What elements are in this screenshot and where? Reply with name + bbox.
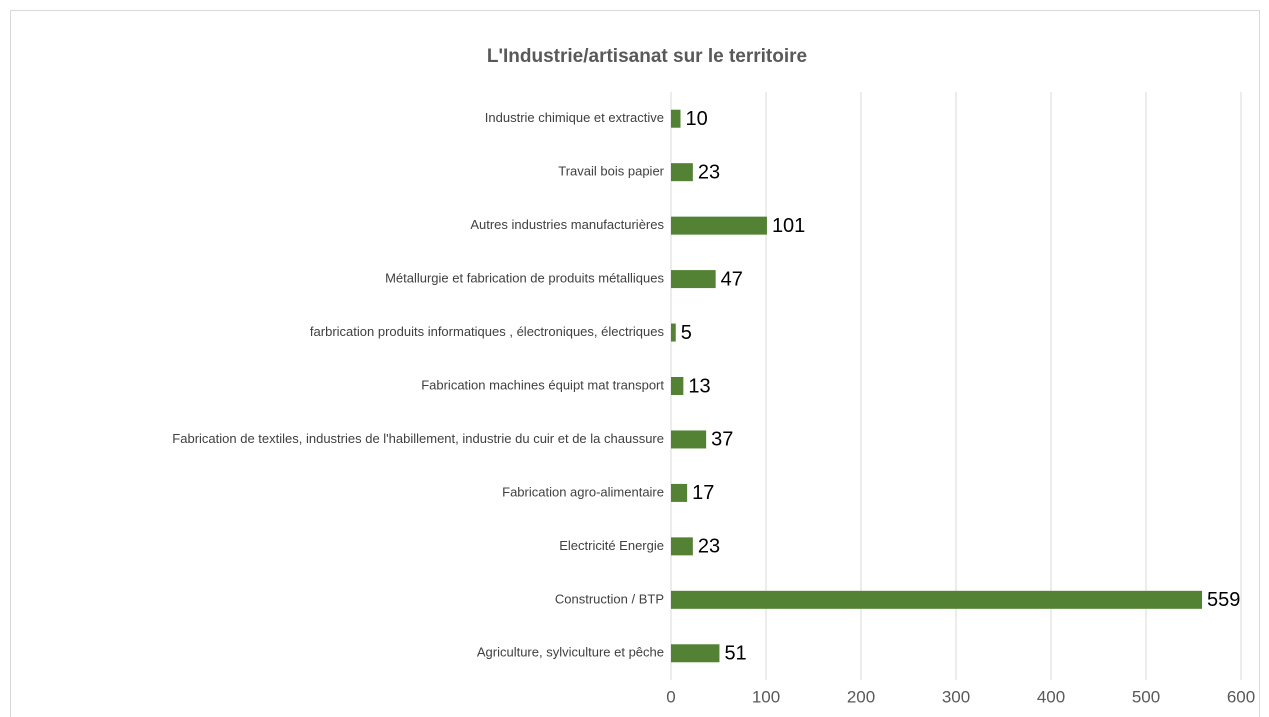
- value-label: 13: [688, 375, 710, 397]
- x-tick-label: 400: [1037, 687, 1065, 706]
- y-tick-label: Construction / BTP: [555, 591, 664, 606]
- y-tick-label: Autres industries manufacturières: [470, 217, 664, 232]
- bar: [671, 270, 716, 289]
- bar: [671, 323, 676, 342]
- value-label: 37: [711, 429, 733, 451]
- x-tick-label: 200: [847, 687, 875, 706]
- bar: [671, 430, 707, 449]
- bar: [671, 216, 767, 235]
- chart-title: L'Industrie/artisanat sur le territoire: [487, 46, 807, 67]
- bar: [671, 377, 684, 395]
- value-label: 10: [686, 108, 708, 130]
- x-tick-label: 100: [752, 687, 780, 706]
- y-tick-label: farbrication produits informatiques , él…: [310, 324, 665, 339]
- value-label: 47: [721, 268, 743, 290]
- x-tick-label: 300: [942, 687, 970, 706]
- x-tick-label: 500: [1132, 687, 1160, 706]
- y-tick-label: Fabrication machines équipt mat transpor…: [421, 377, 664, 392]
- bar: [671, 109, 681, 128]
- bar: [671, 163, 693, 182]
- bar: [671, 537, 693, 556]
- x-tick-label: 0: [666, 687, 675, 706]
- value-label: 23: [698, 536, 720, 558]
- value-label: 23: [698, 161, 720, 183]
- bar: [671, 483, 688, 502]
- y-tick-label: Fabrication de textiles, industries de l…: [172, 431, 664, 446]
- y-tick-label: Agriculture, sylviculture et pêche: [477, 645, 664, 660]
- y-tick-label: Métallurgie et fabrication de produits m…: [385, 271, 664, 286]
- x-tick-label: 600: [1227, 687, 1255, 706]
- value-label: 559: [1207, 589, 1240, 611]
- y-tick-label: Industrie chimique et extractive: [485, 110, 664, 125]
- value-label: 5: [681, 322, 692, 344]
- value-label: 101: [772, 215, 805, 237]
- y-tick-label: Fabrication agro-alimentaire: [502, 484, 664, 499]
- value-label: 51: [724, 643, 746, 665]
- bar: [671, 590, 1203, 609]
- bar: [671, 644, 720, 663]
- value-label: 17: [692, 482, 714, 504]
- y-tick-label: Electricité Energie: [559, 538, 664, 553]
- y-tick-label: Travail bois papier: [558, 164, 664, 179]
